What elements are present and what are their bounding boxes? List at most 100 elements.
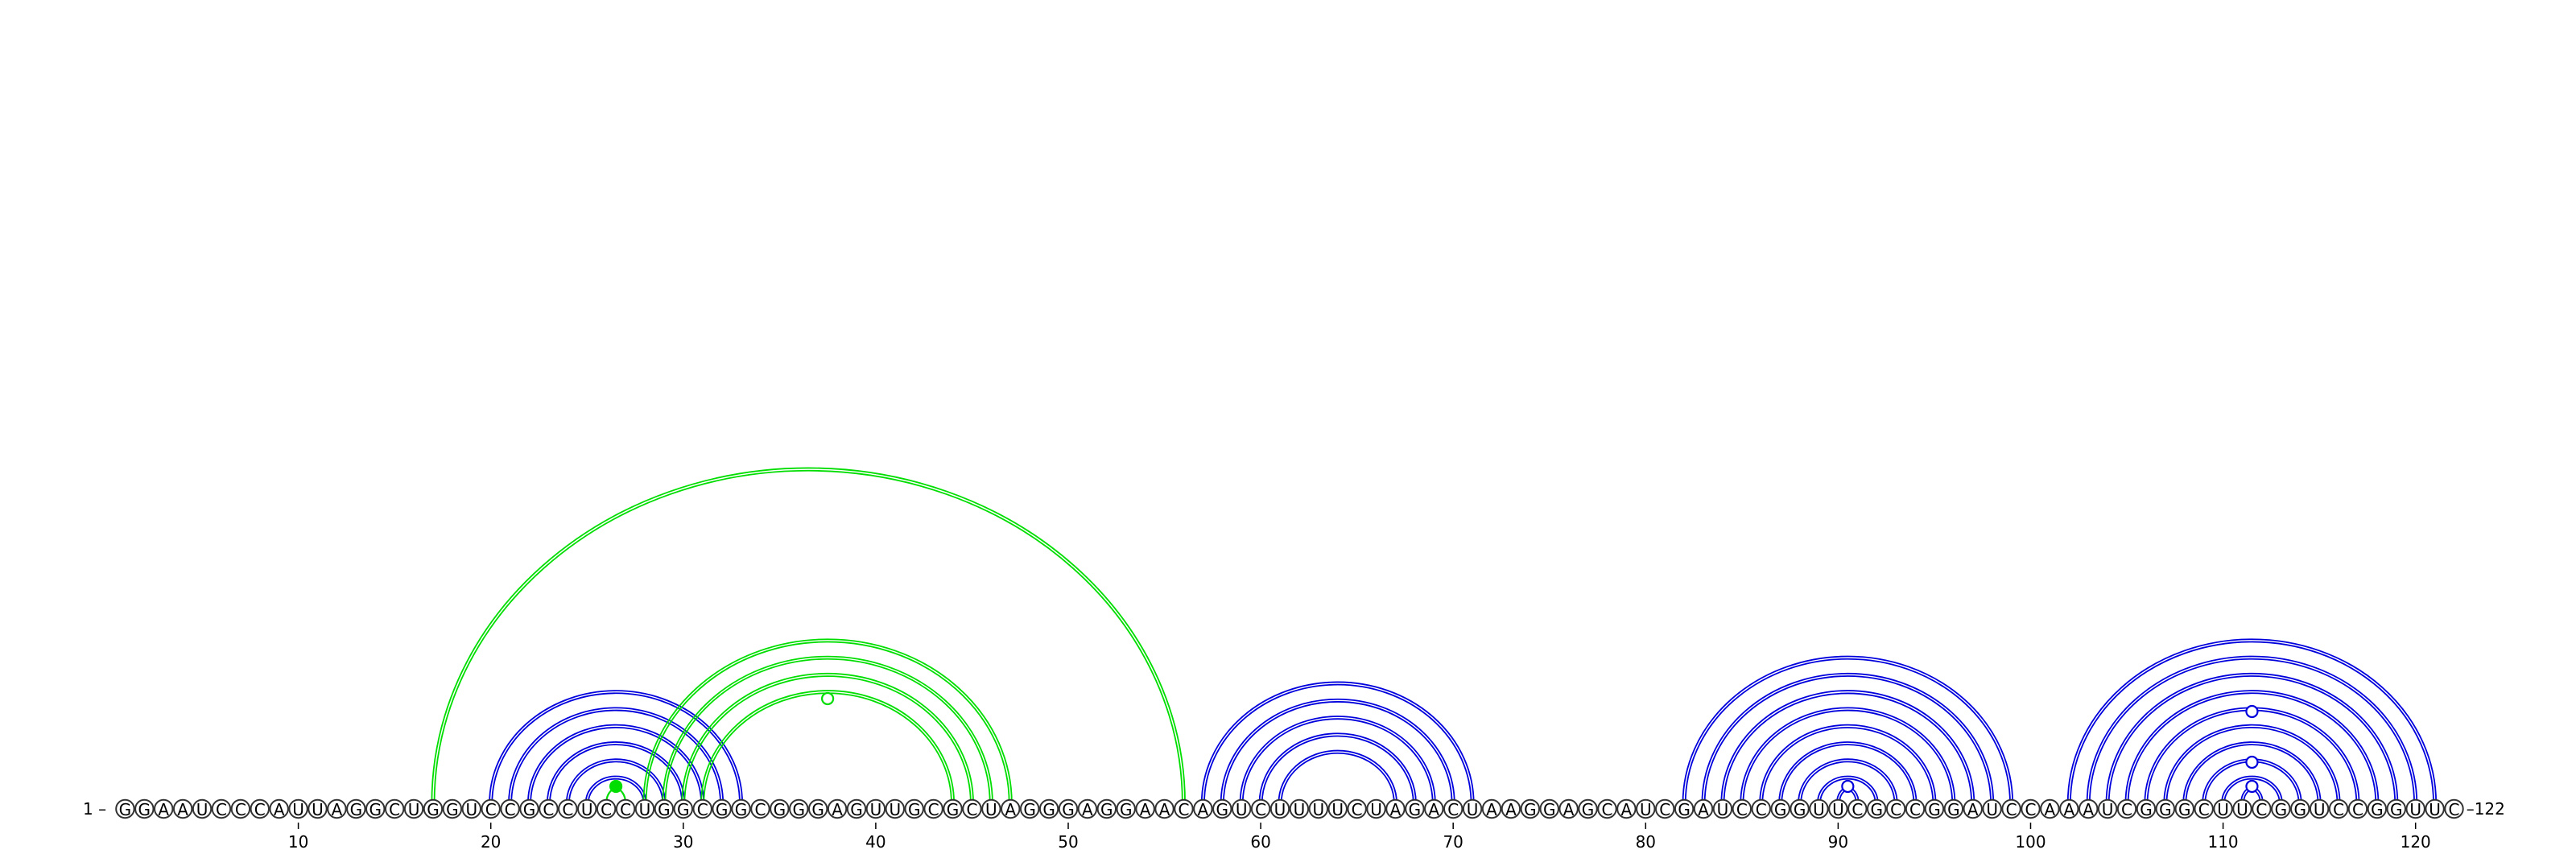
base-pair-arc — [645, 641, 1010, 804]
nucleotide: G — [1405, 798, 1425, 819]
nucleotide-circle — [1135, 798, 1155, 819]
nucleotide-letter: G — [1928, 800, 1941, 819]
nucleotide: C — [750, 798, 770, 819]
nucleotide-letter: C — [2256, 800, 2267, 819]
nucleotide-circle — [712, 798, 732, 819]
nucleotide-letter: C — [1352, 800, 1363, 819]
loop-marker-layer — [609, 691, 2259, 794]
nucleotide: C — [211, 798, 232, 819]
nucleotide-circle — [1019, 798, 1040, 819]
base-pair-arc — [662, 655, 993, 804]
base-pair-arc — [1684, 658, 2011, 804]
nucleotide-circle — [885, 798, 906, 819]
nucleotide-letter: C — [485, 800, 497, 819]
nucleotide-circle — [1943, 798, 1964, 819]
tick-label: 50 — [1058, 832, 1078, 852]
nucleotide-circle — [230, 798, 251, 819]
nucleotide-circle — [1405, 798, 1425, 819]
loop-marker — [821, 691, 835, 706]
nucleotide-circle — [288, 798, 308, 819]
nucleotide: U — [885, 798, 906, 819]
nucleotide-letter: G — [1100, 800, 1113, 819]
nucleotide-letter: U — [1717, 800, 1729, 819]
base-pair-arc — [2221, 775, 2283, 804]
base-pair-arc — [549, 744, 683, 804]
nucleotide: U — [1982, 798, 2002, 819]
nucleotide-letter: C — [235, 800, 246, 819]
nucleotide-letter: U — [196, 800, 208, 819]
nucleotide-circle — [1058, 798, 1079, 819]
nucleotide-letter: A — [1140, 800, 1151, 819]
nucleotide-circle — [615, 798, 636, 819]
base-pair-arc — [1258, 732, 1417, 804]
nucleotide-circle — [1616, 798, 1637, 819]
base-pair-arc — [700, 690, 956, 804]
nucleotide-circle — [1674, 798, 1695, 819]
nucleotide: A — [1481, 798, 1502, 819]
nucleotide-letter: G — [1794, 800, 1806, 819]
nucleotide-letter: U — [1467, 800, 1479, 819]
nucleotide: A — [1077, 798, 1098, 819]
nucleotide-letter: A — [332, 800, 343, 819]
nucleotide: C — [481, 798, 501, 819]
nucleotide-circle — [1347, 798, 1367, 819]
nucleotide: A — [1501, 798, 1521, 819]
nucleotide-letter: G — [1774, 800, 1787, 819]
nucleotide-letter: C — [1909, 800, 1921, 819]
nucleotide: U — [1809, 798, 1829, 819]
nucleotide: G — [1058, 798, 1079, 819]
nucleotide-letter: U — [639, 800, 651, 819]
nucleotide: G — [1924, 798, 1945, 819]
nucleotide-circle — [1982, 798, 2002, 819]
base-pair-arc — [2070, 641, 2434, 804]
nucleotide-circle — [596, 798, 617, 819]
nucleotide: A — [1001, 798, 1021, 819]
base-pair-arc — [491, 692, 741, 804]
nucleotide: C — [923, 798, 943, 819]
nucleotide-letter: U — [1813, 800, 1825, 819]
nucleotide: G — [904, 798, 924, 819]
nucleotide: A — [327, 798, 347, 819]
nucleotide-letter: C — [2333, 800, 2344, 819]
nucleotide: G — [1539, 798, 1559, 819]
nucleotide: G — [1674, 798, 1695, 819]
nucleotide: U — [1636, 798, 1656, 819]
nucleotide: U — [1231, 798, 1252, 819]
nucleotide: C — [558, 798, 578, 819]
nucleotide: U — [1828, 798, 1848, 819]
nucleotide: C — [692, 798, 712, 819]
nucleotide-letter: G — [947, 800, 960, 819]
nucleotide-letter: G — [1543, 800, 1556, 819]
nucleotide: U — [1327, 798, 1348, 819]
nucleotide: U — [308, 798, 328, 819]
nucleotide-letter: U — [465, 800, 477, 819]
nucleotide-circle — [1790, 798, 1810, 819]
tick-label: 90 — [1828, 832, 1848, 852]
nucleotide-letter: C — [2121, 800, 2132, 819]
nucleotide-letter: U — [1986, 800, 1998, 819]
nucleotide-letter: C — [505, 800, 516, 819]
nucleotide-circle — [423, 798, 444, 819]
nucleotide: G — [2174, 798, 2194, 819]
tick-label: 70 — [1443, 832, 1463, 852]
base-pair-arc — [433, 469, 1183, 804]
nucleotide-circle — [750, 798, 770, 819]
base-pair-arc — [642, 638, 1013, 804]
nucleotide-letter: G — [793, 800, 806, 819]
nucleotide: C — [1655, 798, 1675, 819]
nucleotide: G — [2136, 798, 2157, 819]
nucleotide-letter: A — [1486, 800, 1497, 819]
nucleotide-letter: U — [312, 800, 324, 819]
nucleotide: G — [442, 798, 463, 819]
nucleotide-circle — [134, 798, 155, 819]
nucleotide: G — [1038, 798, 1059, 819]
nucleotide: G — [1578, 798, 1598, 819]
nucleotide: U — [1462, 798, 1483, 819]
base-pair-arc — [1280, 752, 1395, 804]
nucleotide: G — [365, 798, 386, 819]
nucleotide-circle — [846, 798, 867, 819]
nucleotide-letter: C — [1178, 800, 1189, 819]
nucleotide-circle — [403, 798, 424, 819]
base-pair-arc — [1740, 707, 1956, 804]
